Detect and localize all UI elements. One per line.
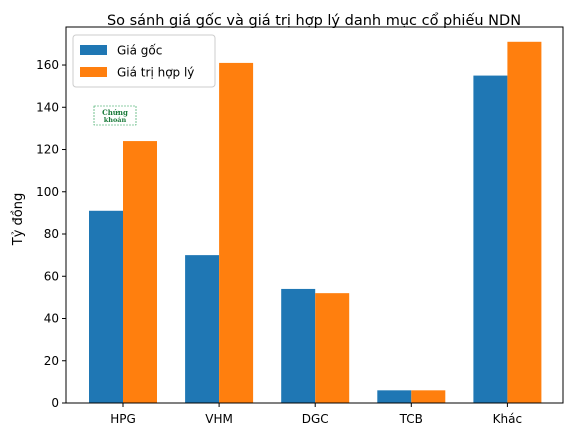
bar-gia-tri-hop-ly-dgc xyxy=(315,293,350,403)
x-tick-label: TCB xyxy=(399,412,423,426)
legend-swatch xyxy=(80,45,107,55)
x-tick-label: Khác xyxy=(493,412,522,426)
x-tick-label: HPG xyxy=(110,412,136,426)
plot-area-frame xyxy=(65,26,564,404)
bar-gia-tri-hop-ly-vhm xyxy=(219,62,254,403)
y-axis-ticks: 0 20 40 60 80 100 120 140 160 xyxy=(36,58,66,410)
y-tick-label: 160 xyxy=(36,58,59,72)
x-tick-label: VHM xyxy=(205,412,233,426)
watermark-line-2: khoán xyxy=(104,116,127,124)
bar-gia-goc-vhm xyxy=(185,255,220,403)
legend-box xyxy=(72,34,216,88)
y-tick-label: 40 xyxy=(44,312,59,326)
x-tick-label: DGC xyxy=(302,412,329,426)
legend-label: Giá gốc xyxy=(117,44,162,58)
y-tick-label: 60 xyxy=(44,269,59,283)
y-tick-label: 0 xyxy=(51,396,59,410)
legend-swatch xyxy=(80,67,107,77)
watermark-frame xyxy=(93,105,137,126)
y-axis-title: Tỷ đồng xyxy=(11,193,26,246)
y-tick-label: 140 xyxy=(36,100,59,114)
bar-gia-goc-khác xyxy=(473,75,508,403)
watermark-line-1: Chứng xyxy=(102,108,128,117)
bar-gia-tri-hop-ly-khác xyxy=(507,41,542,403)
chart-title: So sánh giá gốc và giá trị hợp lý danh m… xyxy=(107,12,521,29)
x-axis-ticks: HPG VHM DGC TCB Khác xyxy=(110,403,522,426)
bar-gia-goc-hpg xyxy=(89,210,123,403)
bars xyxy=(89,41,542,403)
bar-gia-goc-dgc xyxy=(281,288,316,403)
chungkhoan-watermark-logo: Chứng khoán xyxy=(93,105,137,126)
legend: Giá gốc Giá trị hợp lý xyxy=(72,34,216,88)
y-tick-label: 120 xyxy=(36,143,59,157)
y-tick-label: 80 xyxy=(44,227,59,241)
legend-label: Giá trị hợp lý xyxy=(117,66,194,80)
bar-gia-goc-tcb xyxy=(377,390,412,403)
y-tick-label: 100 xyxy=(36,185,59,199)
bar-gia-tri-hop-ly-tcb xyxy=(411,390,446,403)
y-tick-label: 20 xyxy=(44,354,59,368)
bar-gia-tri-hop-ly-hpg xyxy=(123,141,157,403)
